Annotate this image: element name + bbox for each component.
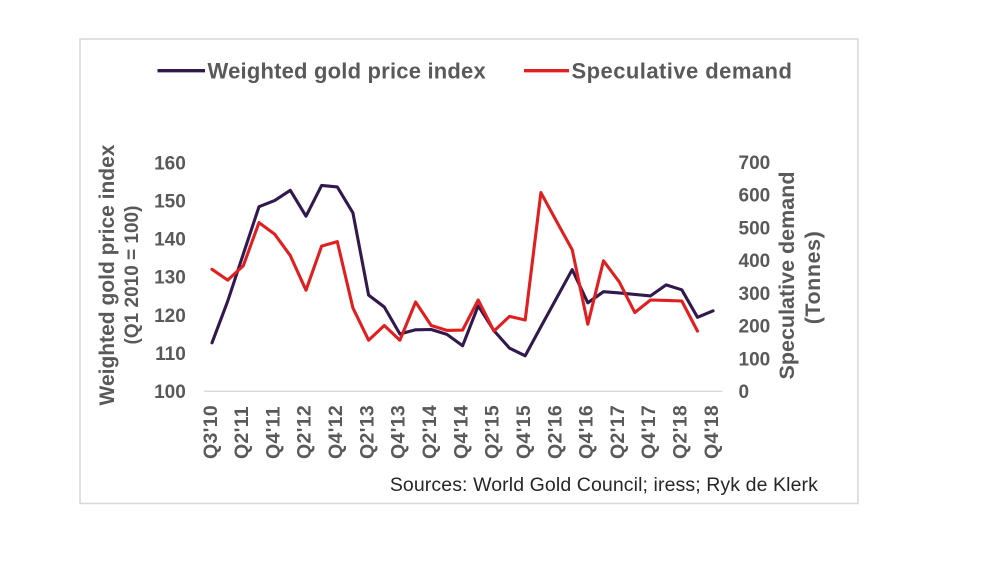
- svg-text:Speculative demand: Speculative demand: [775, 172, 799, 380]
- svg-text:Sources: World Gold Council; i: Sources: World Gold Council; iress; Ryk …: [390, 474, 818, 496]
- svg-text:(Tonnes): (Tonnes): [801, 231, 825, 325]
- svg-text:Q4'18: Q4'18: [701, 405, 723, 459]
- svg-text:100: 100: [154, 382, 186, 403]
- svg-text:Q4'15: Q4'15: [513, 405, 535, 459]
- svg-text:0: 0: [739, 382, 750, 403]
- svg-text:Q2'11: Q2'11: [231, 406, 253, 459]
- svg-text:Weighted gold price index: Weighted gold price index: [208, 58, 487, 83]
- svg-text:100: 100: [739, 349, 771, 370]
- svg-text:150: 150: [154, 191, 186, 212]
- svg-text:Q2'14: Q2'14: [419, 405, 441, 459]
- svg-text:(Q1 2010 = 100): (Q1 2010 = 100): [122, 206, 143, 345]
- svg-text:160: 160: [154, 153, 186, 174]
- svg-text:Q4'11: Q4'11: [262, 406, 284, 459]
- svg-text:Q4'16: Q4'16: [576, 405, 598, 459]
- svg-text:Q3'10: Q3'10: [200, 405, 222, 459]
- svg-text:120: 120: [154, 306, 186, 327]
- svg-text:Weighted gold price index: Weighted gold price index: [96, 144, 119, 405]
- svg-text:200: 200: [739, 317, 771, 338]
- svg-text:300: 300: [739, 284, 771, 305]
- svg-text:Q2'13: Q2'13: [356, 405, 378, 459]
- svg-text:700: 700: [739, 153, 771, 174]
- svg-text:400: 400: [739, 251, 771, 272]
- svg-text:Q2'12: Q2'12: [294, 405, 316, 459]
- svg-text:600: 600: [739, 186, 771, 207]
- svg-text:Q4'13: Q4'13: [388, 405, 410, 459]
- svg-text:Q2'16: Q2'16: [544, 405, 566, 459]
- svg-text:500: 500: [739, 218, 771, 239]
- svg-text:Speculative demand: Speculative demand: [572, 58, 793, 83]
- svg-text:Q2'17: Q2'17: [607, 405, 629, 459]
- svg-text:Q4'17: Q4'17: [638, 405, 660, 459]
- svg-text:140: 140: [154, 230, 186, 251]
- svg-text:130: 130: [154, 268, 186, 289]
- svg-text:Q4'12: Q4'12: [325, 405, 347, 459]
- svg-text:Q2'18: Q2'18: [670, 405, 692, 459]
- svg-text:Q2'15: Q2'15: [482, 405, 504, 459]
- svg-text:110: 110: [155, 344, 186, 365]
- svg-text:Q4'14: Q4'14: [450, 405, 472, 459]
